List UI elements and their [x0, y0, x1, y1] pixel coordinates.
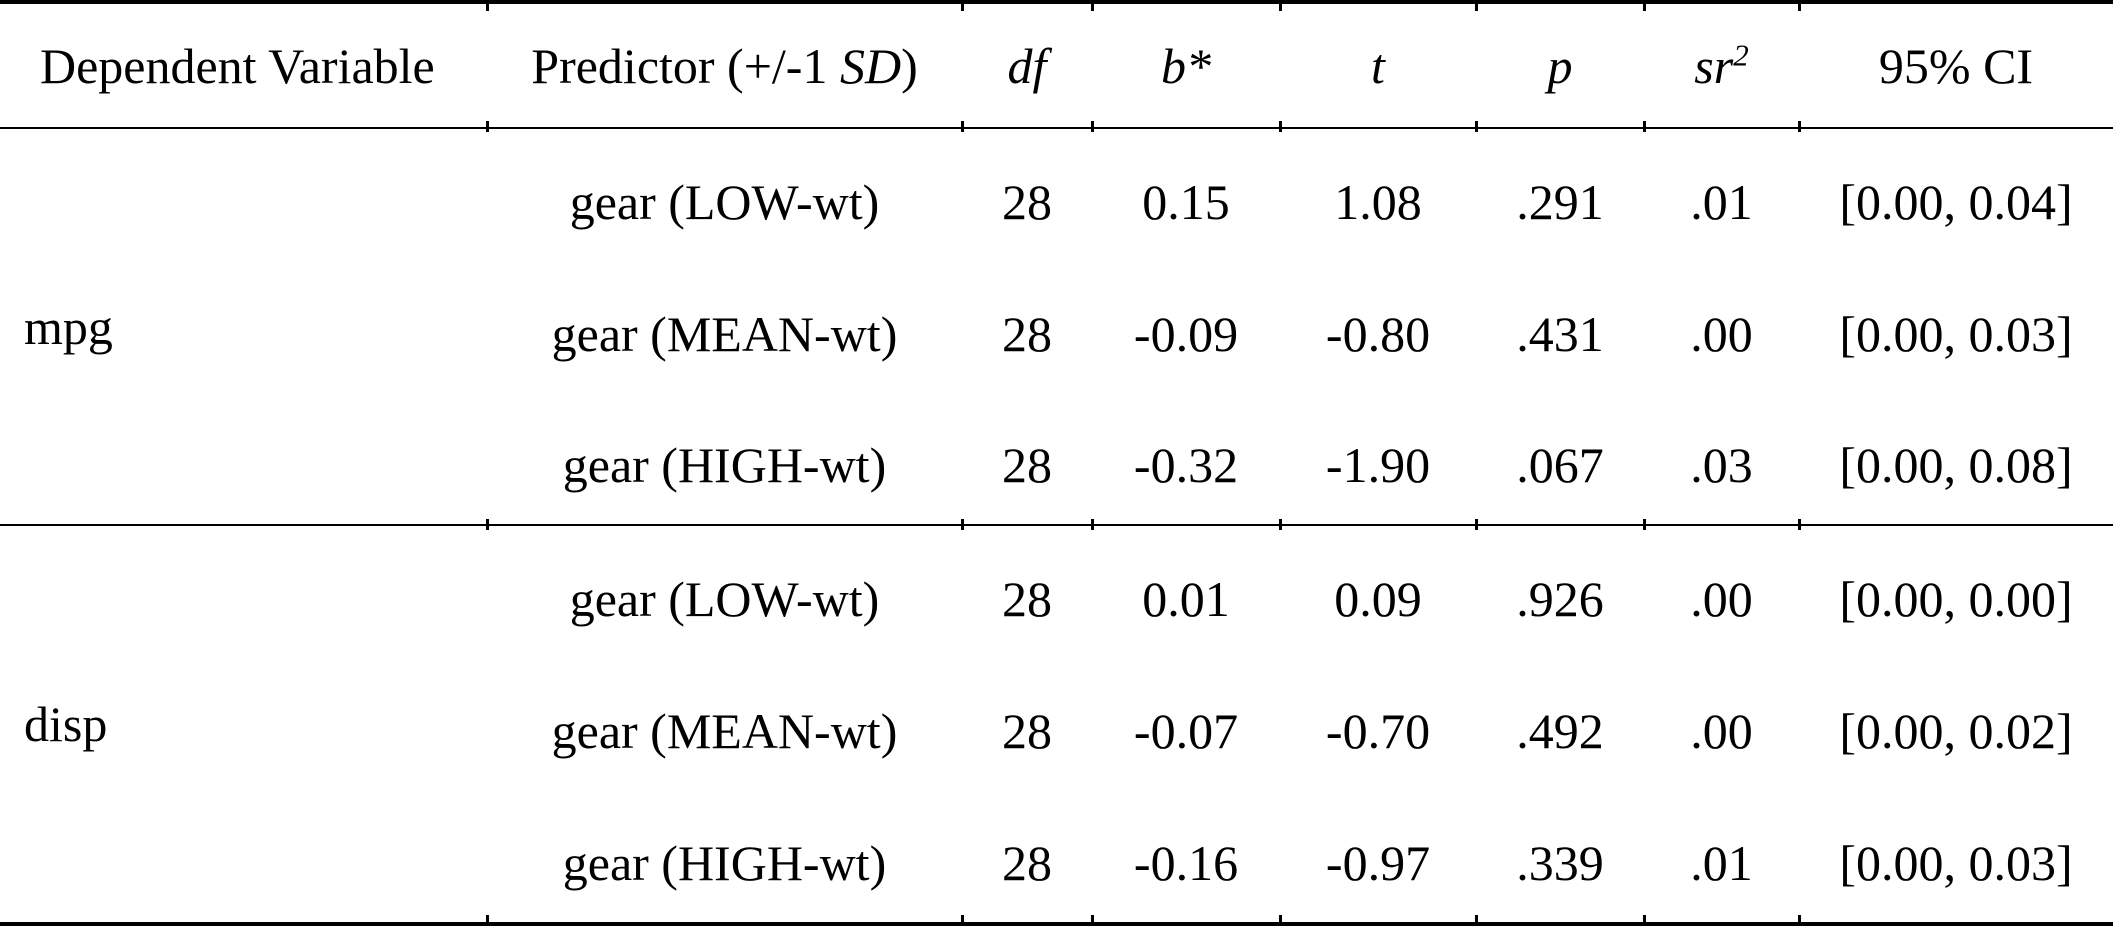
column-header-p: p: [1474, 0, 1644, 130]
cell-df: 28: [960, 789, 1092, 926]
cell-b-star: -0.32: [1133, 437, 1239, 494]
cell-b-star: 0.15: [1142, 173, 1230, 230]
cell-p: .291: [1516, 173, 1604, 230]
cell-df: 28: [1002, 437, 1052, 494]
column-header-dependent-variable: Dependent Variable: [0, 2, 487, 129]
cell-t: 1.08: [1334, 173, 1422, 230]
cell-sr2: .01: [1642, 789, 1799, 926]
cell-dependent-variable: mpg: [24, 298, 113, 355]
cell-p: .926: [1474, 520, 1644, 659]
cell-df: 28: [960, 520, 1092, 659]
column-header-b-star: b*: [1090, 0, 1280, 130]
table-row: gear (MEAN-wt) 28 -0.07 -0.70 .492 .00 […: [0, 658, 2113, 789]
cell-sr2: .00: [1690, 305, 1753, 362]
cell-p: .431: [1516, 305, 1604, 362]
cell-sr2: .00: [1642, 520, 1799, 659]
cell-dependent-variable: disp: [0, 524, 487, 924]
cell-t: -0.80: [1325, 305, 1431, 362]
sr2-base: sr: [1694, 37, 1734, 94]
cell-ci: [0.00, 0.04]: [1839, 173, 2073, 230]
table-row: disp gear (LOW-wt) 28 0.01 0.09 .926 .00…: [0, 520, 2113, 924]
cell-t: -0.97: [1278, 789, 1476, 926]
predictor-label-sd: SD: [839, 37, 902, 94]
cell-b-star: -0.16: [1090, 789, 1280, 926]
cell-ci: [0.00, 0.03]: [1797, 789, 2113, 926]
cell-predictor: gear (HIGH-wt): [562, 437, 887, 494]
predictor-label-suffix: ): [901, 37, 918, 94]
cell-p: .492: [1516, 702, 1604, 759]
cell-sr2: .00: [1690, 702, 1753, 759]
cell-b-star: -0.07: [1133, 702, 1239, 759]
table-row: mpg gear (LOW-wt) 28 0.15 1.08 .291 .01 …: [0, 128, 2113, 355]
table-row: gear (MEAN-wt) 28 -0.09 -0.80 .431 .00 […: [0, 261, 2113, 392]
header-row: Dependent Variable Predictor (+/-1 SD) d…: [0, 0, 2113, 130]
table-row: gear (HIGH-wt) 28 -0.16 -0.97 .339 .01 […: [0, 789, 2113, 926]
cell-ci: [0.00, 0.08]: [1839, 437, 2073, 494]
cell-t: -1.90: [1325, 437, 1431, 494]
cell-b-star: 0.01: [1090, 520, 1280, 659]
table-row: gear (HIGH-wt) 28 -0.32 -1.90 .067 .03 […: [0, 392, 2113, 525]
cell-b-star: -0.09: [1133, 305, 1239, 362]
cell-predictor: gear (HIGH-wt): [485, 789, 962, 926]
cell-df: 28: [1002, 702, 1052, 759]
column-header-sr2: sr2: [1642, 0, 1799, 130]
cell-ci: [0.00, 0.00]: [1797, 520, 2113, 659]
column-header-ci: 95% CI: [1797, 0, 2113, 130]
cell-sr2: .01: [1690, 173, 1753, 230]
predictor-label-prefix: Predictor (+/-1: [531, 37, 840, 94]
cell-predictor: gear (MEAN-wt): [551, 305, 898, 362]
cell-p: .067: [1516, 437, 1604, 494]
column-header-t: t: [1278, 0, 1476, 130]
cell-ci: [0.00, 0.03]: [1839, 305, 2073, 362]
cell-predictor: gear (LOW-wt): [485, 520, 962, 659]
cell-predictor: gear (MEAN-wt): [551, 702, 898, 759]
table-header: Dependent Variable Predictor (+/-1 SD) d…: [0, 0, 2113, 130]
cell-df: 28: [1002, 305, 1052, 362]
cell-p: .339: [1474, 789, 1644, 926]
column-header-predictor: Predictor (+/-1 SD): [485, 0, 962, 130]
cell-t: -0.70: [1325, 702, 1431, 759]
sr2-superscript: 2: [1733, 36, 1749, 72]
cell-predictor: gear (LOW-wt): [569, 173, 880, 230]
table-body: mpg gear (LOW-wt) 28 0.15 1.08 .291 .01 …: [0, 128, 2113, 926]
cell-t: 0.09: [1278, 520, 1476, 659]
cell-df: 28: [1002, 173, 1052, 230]
column-header-df: df: [960, 0, 1092, 130]
cell-ci: [0.00, 0.02]: [1839, 702, 2073, 759]
cell-sr2: .03: [1690, 437, 1753, 494]
